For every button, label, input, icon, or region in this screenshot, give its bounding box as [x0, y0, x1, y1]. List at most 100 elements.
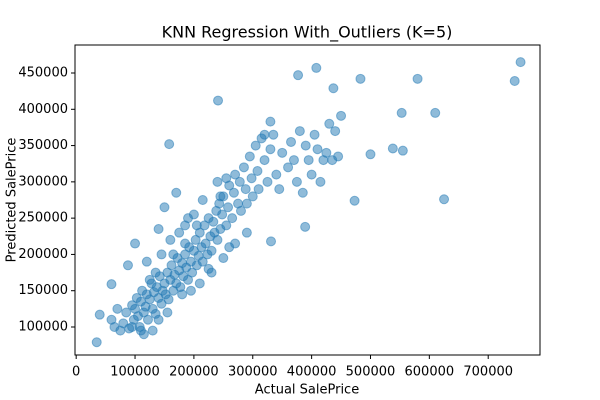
scatter-point — [246, 173, 257, 184]
scatter-point — [283, 162, 294, 173]
scatter-point — [224, 242, 235, 253]
scatter-point — [206, 245, 217, 256]
scatter-point — [253, 184, 264, 195]
scatter-point — [147, 325, 158, 336]
scatter-point — [180, 238, 191, 249]
scatter-point — [355, 73, 366, 84]
scatter-point — [241, 198, 252, 209]
scatter-point — [162, 307, 173, 318]
scatter-point — [286, 136, 297, 147]
scatter-point — [142, 314, 153, 325]
scatter-point — [150, 267, 161, 278]
scatter-point — [252, 165, 263, 176]
scatter-point — [271, 169, 282, 180]
scatter-point — [266, 236, 277, 247]
scatter-point — [274, 184, 285, 195]
scatter-point — [221, 220, 232, 231]
y-tick-label: 300000 — [18, 174, 68, 189]
scatter-point — [277, 147, 288, 158]
x-tick-label: 0 — [72, 365, 80, 380]
scatter-point — [153, 224, 164, 235]
scatter-point — [191, 220, 202, 231]
scatter-point — [197, 256, 208, 267]
scatter-point — [240, 184, 251, 195]
scatter-point — [268, 129, 279, 140]
scatter-point — [215, 191, 226, 202]
y-tick-label: 250000 — [18, 211, 68, 226]
scatter-point — [396, 107, 407, 118]
y-tick-label: 200000 — [18, 247, 68, 262]
scatter-point — [387, 143, 398, 154]
scatter-point — [197, 195, 208, 205]
scatter-point — [91, 337, 102, 348]
scatter-point — [227, 213, 238, 224]
scatter-point — [439, 194, 450, 205]
scatter-point — [200, 238, 211, 249]
scatter-point — [238, 162, 249, 173]
scatter-point — [259, 129, 270, 140]
scatter-point — [333, 151, 344, 162]
scatter-point — [306, 169, 317, 180]
scatter-point — [365, 149, 376, 160]
scatter-point — [324, 118, 335, 129]
x-tick-label: 300000 — [228, 365, 278, 380]
scatter-point — [315, 176, 326, 187]
scatter-point — [291, 176, 302, 187]
scatter-point — [223, 202, 234, 213]
y-axis-label: Predicted SalePrice — [5, 138, 20, 263]
y-tick-label: 100000 — [18, 319, 68, 334]
scatter-point — [288, 155, 299, 166]
scatter-point — [163, 294, 174, 305]
scatter-point — [203, 263, 214, 274]
scatter-point — [141, 256, 152, 267]
scatter-point — [112, 303, 123, 314]
scatter-point — [165, 234, 176, 245]
scatter-point — [166, 260, 177, 271]
scatter-point — [212, 234, 223, 245]
x-tick-label: 100000 — [110, 365, 160, 380]
x-tick-label: 600000 — [405, 365, 455, 380]
scatter-point — [156, 249, 167, 260]
x-axis-label: Actual SalePrice — [255, 383, 359, 398]
scatter-point — [265, 144, 276, 155]
scatter-point — [234, 176, 245, 187]
scatter-point — [241, 227, 252, 238]
y-tick-label: 350000 — [18, 138, 68, 153]
scatter-point — [221, 173, 232, 184]
x-tick-label: 700000 — [463, 365, 513, 380]
scatter-point — [185, 285, 196, 296]
scatter-point — [228, 187, 239, 198]
scatter-point — [194, 278, 205, 289]
scatter-point — [177, 289, 188, 300]
scatter-point — [159, 202, 170, 213]
axes-frame — [74, 44, 541, 356]
scatter-point — [328, 83, 339, 94]
scatter-point — [509, 75, 520, 86]
scatter-point — [153, 314, 164, 325]
scatter-point — [430, 107, 441, 118]
scatter-point — [183, 213, 194, 224]
scatter-point — [294, 126, 305, 137]
scatter-point — [300, 221, 311, 232]
chart-title: KNN Regression With_Outliers (K=5) — [162, 23, 453, 43]
scatter-point — [156, 298, 167, 309]
scatter-point — [144, 274, 155, 285]
scatter-point — [171, 187, 182, 198]
scatter-point — [330, 126, 341, 137]
scatter-point — [187, 267, 198, 278]
scatter-point — [321, 147, 332, 158]
scatter-point — [247, 191, 258, 202]
scatter-point — [208, 216, 219, 227]
x-tick-label: 400000 — [287, 365, 337, 380]
scatter-point — [309, 129, 320, 140]
scatter-point — [135, 325, 146, 336]
y-tick-label: 400000 — [18, 102, 68, 117]
scatter-point — [265, 116, 276, 127]
scatter-point — [293, 70, 304, 81]
scatter-point — [262, 176, 273, 187]
scatter-point — [94, 309, 105, 320]
x-tick-label: 500000 — [346, 365, 396, 380]
y-tick-label: 150000 — [18, 283, 68, 298]
